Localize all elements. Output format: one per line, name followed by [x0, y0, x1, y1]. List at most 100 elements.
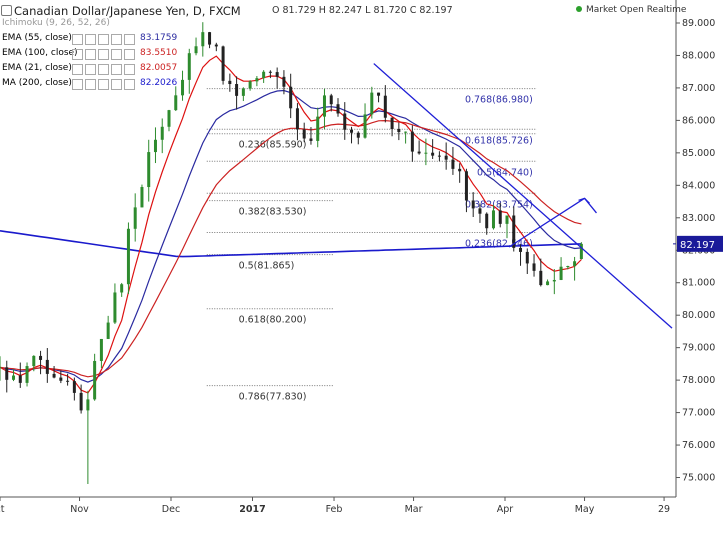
indicator-name: EMA (100, close): [2, 48, 78, 58]
fib-level-label: 0.236(85.590): [239, 140, 307, 151]
y-tick-label: 81.000: [682, 278, 715, 289]
fib-level-label: 0.382(83.530): [239, 207, 307, 218]
y-tick-label: 77.000: [682, 408, 715, 419]
candle-body: [12, 375, 16, 380]
candle-body: [18, 375, 22, 383]
x-tick-label: Mar: [405, 504, 423, 515]
candle-body: [86, 399, 90, 411]
candle-body: [208, 32, 212, 45]
y-tick-label: 86.000: [682, 115, 715, 126]
x-tick-label: Dec: [162, 504, 180, 515]
candle-body: [566, 265, 570, 267]
y-tick-label: 85.000: [682, 148, 715, 159]
candle-body: [79, 392, 83, 411]
candle-body: [302, 129, 306, 139]
candle-body: [174, 95, 178, 111]
last-price-label: 82.197: [680, 240, 715, 251]
indicator-value: 82.0057: [140, 63, 178, 73]
candle-body: [498, 210, 502, 224]
fib-level-label: 0.5(84.740): [477, 167, 533, 178]
candle-body: [431, 152, 435, 156]
candle-body: [356, 132, 360, 138]
fib-level-label: 0.5(81.865): [239, 261, 295, 272]
indicator-value: 83.1759: [140, 33, 178, 43]
ohlc-readout: O 81.729 H 82.247 L 81.720 C 82.197: [272, 5, 453, 16]
candle-body: [275, 72, 279, 77]
fib-level-label: 0.786(77.830): [239, 392, 307, 403]
candle-body: [0, 367, 2, 369]
candle-body: [383, 95, 387, 118]
candle-body: [539, 270, 543, 286]
candle-body: [45, 359, 49, 374]
collapse-legend-button[interactable]: [1, 5, 12, 16]
candle-body: [140, 187, 144, 208]
candle-body: [235, 84, 239, 96]
trendline: [373, 63, 673, 329]
candle-body: [72, 381, 76, 393]
candle-body: [113, 292, 117, 323]
candle-body: [93, 360, 97, 400]
candle-body: [397, 128, 401, 133]
y-tick-label: 83.000: [682, 213, 715, 224]
candle-body: [377, 92, 381, 96]
candle-body: [546, 281, 550, 286]
candle-body: [404, 131, 408, 133]
candle-body: [66, 380, 70, 382]
ema100-line: [0, 119, 582, 378]
x-tick-label: Apr: [497, 504, 514, 515]
indicator-buttons[interactable]: [72, 34, 137, 48]
candle-body: [181, 79, 185, 96]
candle-body: [444, 155, 448, 160]
candle-body: [343, 113, 347, 130]
indicator-name: EMA (55, close): [2, 33, 72, 43]
last-price-tag: [677, 235, 723, 252]
indicator-buttons[interactable]: [72, 64, 137, 78]
fib-level-label: 0.768(86.980): [465, 95, 533, 106]
candle-body: [316, 116, 320, 141]
indicator-buttons[interactable]: [72, 49, 137, 63]
candle-body: [25, 366, 29, 383]
candle-body: [289, 86, 293, 109]
candle-body: [424, 152, 428, 154]
y-tick-label: 78.000: [682, 375, 715, 386]
candle-body: [248, 81, 252, 89]
candle-body: [39, 355, 43, 360]
candle-body: [106, 322, 110, 339]
y-tick-label: 89.000: [682, 18, 715, 29]
x-tick-label: 2017: [239, 504, 265, 515]
fib-level-label: 0.236(82.546): [465, 239, 533, 250]
candle-body: [255, 78, 259, 82]
candle-body: [194, 46, 198, 54]
candle-body: [451, 159, 455, 169]
fib-level-label: 0.618(85.726): [465, 135, 533, 146]
candle-body: [228, 80, 232, 85]
candle-body: [322, 95, 326, 117]
candle-body: [390, 117, 394, 129]
candle-body: [133, 207, 137, 229]
candle-body: [579, 243, 583, 260]
x-tick-label: Nov: [70, 504, 89, 515]
symbol-title: Canadian Dollar/Japanese Yen, D, FXCM: [14, 4, 241, 18]
fib-level-label: 0.382(83.754): [465, 199, 533, 210]
candle-body: [552, 279, 556, 282]
candle-body: [437, 155, 441, 157]
ema55-line: [0, 89, 582, 383]
candle-body: [120, 284, 124, 293]
indicator-value: 82.2026: [140, 78, 178, 88]
candle-body: [559, 266, 563, 280]
candle-body: [160, 126, 164, 140]
x-tick-label: May: [575, 504, 595, 515]
indicator-name: Ichimoku (9, 26, 52, 26): [2, 18, 110, 28]
candle-body: [153, 139, 157, 153]
x-tick-label: Feb: [326, 504, 343, 515]
indicator-buttons[interactable]: [72, 79, 137, 93]
y-tick-label: 76.000: [682, 440, 715, 451]
indicator-value: 83.5510: [140, 48, 178, 58]
trendline: [508, 197, 585, 248]
candle-body: [201, 32, 205, 47]
market-open-dot-icon: [576, 6, 582, 12]
fib-level-label: 0.618(80.200): [239, 315, 307, 326]
y-tick-label: 87.000: [682, 83, 715, 94]
candle-body: [5, 367, 9, 380]
